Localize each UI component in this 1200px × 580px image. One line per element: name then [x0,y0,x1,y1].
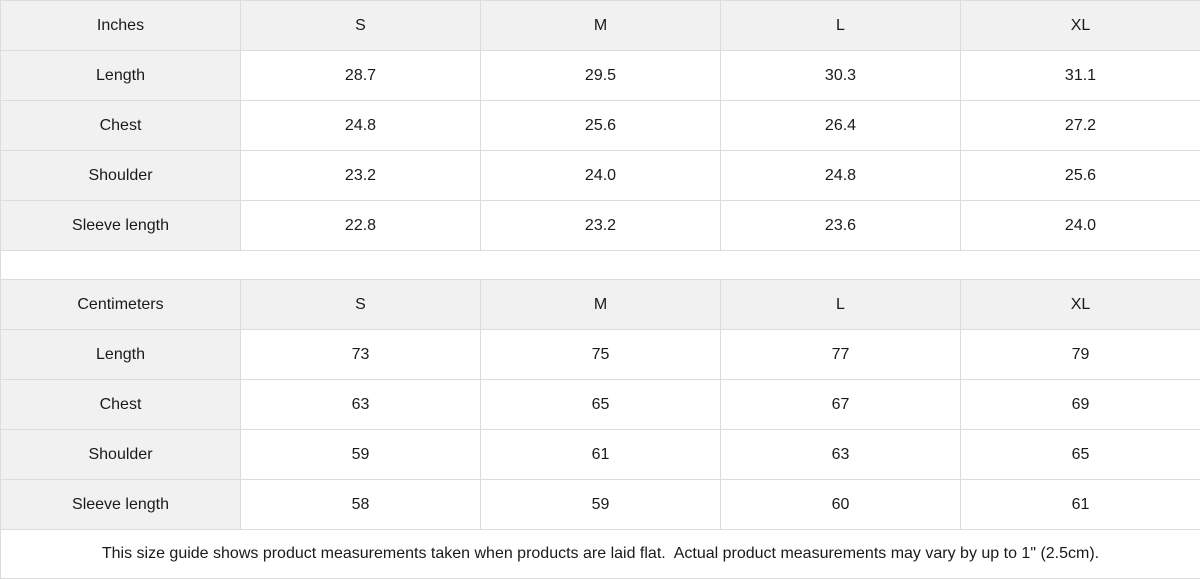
table-row: Sleeve length 22.8 23.2 23.6 24.0 [0,200,1200,251]
table-row: Chest 63 65 67 69 [0,379,1200,430]
size-value-cell: 73 [240,329,481,380]
size-value-cell: 63 [720,429,961,480]
size-value-cell: 63 [240,379,481,430]
column-header-m: M [480,279,721,330]
table-row: Length 28.7 29.5 30.3 31.1 [0,50,1200,101]
table-row-header-inches: Inches S M L XL [0,0,1200,51]
size-value-cell: 23.2 [240,150,481,201]
table-row: Shoulder 59 61 63 65 [0,429,1200,480]
size-value-cell: 59 [240,429,481,480]
size-value-cell: 60 [720,479,961,530]
size-value-cell: 79 [960,329,1200,380]
size-guide-note-cell: This size guide shows product measuremen… [0,529,1200,579]
column-header-l: L [720,279,961,330]
size-value-cell: 22.8 [240,200,481,251]
size-value-cell: 27.2 [960,100,1200,151]
size-value-cell: 65 [480,379,721,430]
row-label: Chest [0,100,241,151]
size-value-cell: 24.8 [240,100,481,151]
size-value-cell: 28.7 [240,50,481,101]
size-value-cell: 75 [480,329,721,380]
table-row: Shoulder 23.2 24.0 24.8 25.6 [0,150,1200,201]
column-header-xl: XL [960,0,1200,51]
size-value-cell: 25.6 [480,100,721,151]
table-spacer [0,250,1200,280]
size-value-cell: 61 [480,429,721,480]
size-value-cell: 23.2 [480,200,721,251]
size-guide-note: This size guide shows product measuremen… [101,545,1100,562]
size-value-cell: 61 [960,479,1200,530]
size-value-cell: 24.0 [480,150,721,201]
size-value-cell: 24.0 [960,200,1200,251]
column-header-l: L [720,0,961,51]
row-label: Sleeve length [0,200,241,251]
unit-header-inches: Inches [0,0,241,51]
table-row: Length 73 75 77 79 [0,329,1200,380]
size-value-cell: 59 [480,479,721,530]
column-header-m: M [480,0,721,51]
table-row: Sleeve length 58 59 60 61 [0,479,1200,530]
table-row: Chest 24.8 25.6 26.4 27.2 [0,100,1200,151]
column-header-xl: XL [960,279,1200,330]
size-value-cell: 65 [960,429,1200,480]
size-value-cell: 23.6 [720,200,961,251]
size-value-cell: 30.3 [720,50,961,101]
column-header-s: S [240,0,481,51]
row-label: Shoulder [0,150,241,201]
table-row-header-centimeters: Centimeters S M L XL [0,279,1200,330]
size-value-cell: 29.5 [480,50,721,101]
size-value-cell: 77 [720,329,961,380]
size-value-cell: 58 [240,479,481,530]
footer-row: This size guide shows product measuremen… [0,529,1200,579]
size-value-cell: 26.4 [720,100,961,151]
spacer-cell [0,250,1200,280]
row-label: Sleeve length [0,479,241,530]
row-label: Length [0,50,241,101]
size-value-cell: 24.8 [720,150,961,201]
column-header-s: S [240,279,481,330]
unit-header-centimeters: Centimeters [0,279,241,330]
row-label: Length [0,329,241,380]
row-label: Chest [0,379,241,430]
size-value-cell: 31.1 [960,50,1200,101]
row-label: Shoulder [0,429,241,480]
size-value-cell: 69 [960,379,1200,430]
size-value-cell: 67 [720,379,961,430]
size-value-cell: 25.6 [960,150,1200,201]
